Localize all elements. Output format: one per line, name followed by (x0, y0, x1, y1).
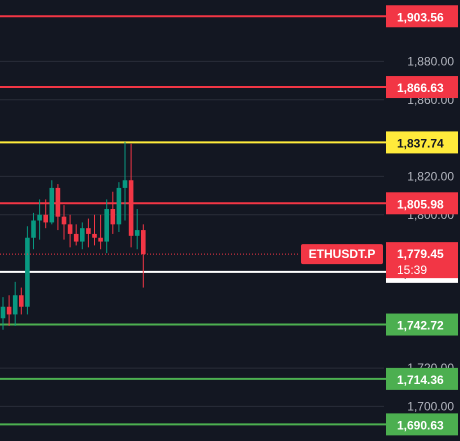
level-price-tag (386, 313, 458, 336)
candle-body-down[interactable] (19, 295, 24, 307)
last-price-label: 1,779.45 (397, 247, 444, 261)
candle-body-down[interactable] (86, 228, 91, 234)
candle-body-down[interactable] (92, 233, 97, 238)
candle-body-up[interactable] (25, 237, 30, 307)
level-price-label: 1,690.63 (397, 418, 444, 432)
level-price-label: 1,714.36 (397, 373, 444, 387)
horizontal-levels (0, 15, 386, 426)
candle-body-up[interactable] (134, 230, 140, 236)
candle-body-up[interactable] (37, 214, 42, 221)
price-tick-label: 1,820.00 (407, 169, 454, 183)
candle-body-up[interactable] (49, 187, 55, 223)
level-price-tag (386, 5, 458, 28)
level-price-label: 1,903.56 (397, 10, 444, 24)
level-price-tag (386, 413, 458, 436)
level-price-tag (386, 192, 458, 215)
level-price-tag (386, 131, 458, 154)
candle-body-up[interactable] (104, 209, 109, 242)
candle-body-down[interactable] (43, 214, 48, 223)
candle-body-down[interactable] (6, 306, 12, 315)
candle-body-down[interactable] (61, 216, 67, 225)
candle-body-down[interactable] (141, 230, 146, 255)
level-price-tag (386, 367, 458, 390)
candle-body-up[interactable] (122, 180, 128, 188)
candle-body-down[interactable] (128, 180, 134, 236)
candle-body-down[interactable] (110, 209, 116, 225)
candle-body-down[interactable] (55, 187, 61, 217)
countdown-label: 15:39 (397, 263, 427, 277)
candle-body-up[interactable] (0, 306, 6, 319)
candle-body-up[interactable] (80, 228, 85, 242)
level-price-label: 1,805.98 (397, 197, 444, 211)
price-tick-label: 1,700.00 (407, 399, 454, 413)
symbol-label: ETHUSDT.P (309, 247, 376, 261)
candle-body-down[interactable] (73, 233, 79, 242)
candle-body-down[interactable] (98, 237, 103, 242)
candle-body-up[interactable] (12, 295, 18, 315)
price-tick-label: 1,880.00 (407, 54, 454, 68)
level-price-label: 1,866.63 (397, 81, 444, 95)
candle-body-up[interactable] (116, 187, 122, 225)
level-price-label: 1,742.72 (397, 319, 444, 333)
candle-body-down[interactable] (67, 224, 73, 234)
level-price-label: 1,837.74 (397, 136, 444, 150)
last-price-tag (386, 242, 458, 279)
symbol-tag (301, 244, 383, 265)
candles[interactable] (0, 141, 146, 330)
level-price-tag (386, 76, 458, 99)
candle-body-up[interactable] (31, 220, 36, 238)
price-labels: ETHUSDT.P 1,903.56 1,866.63 1,837.74 1,805.9… (301, 5, 458, 436)
